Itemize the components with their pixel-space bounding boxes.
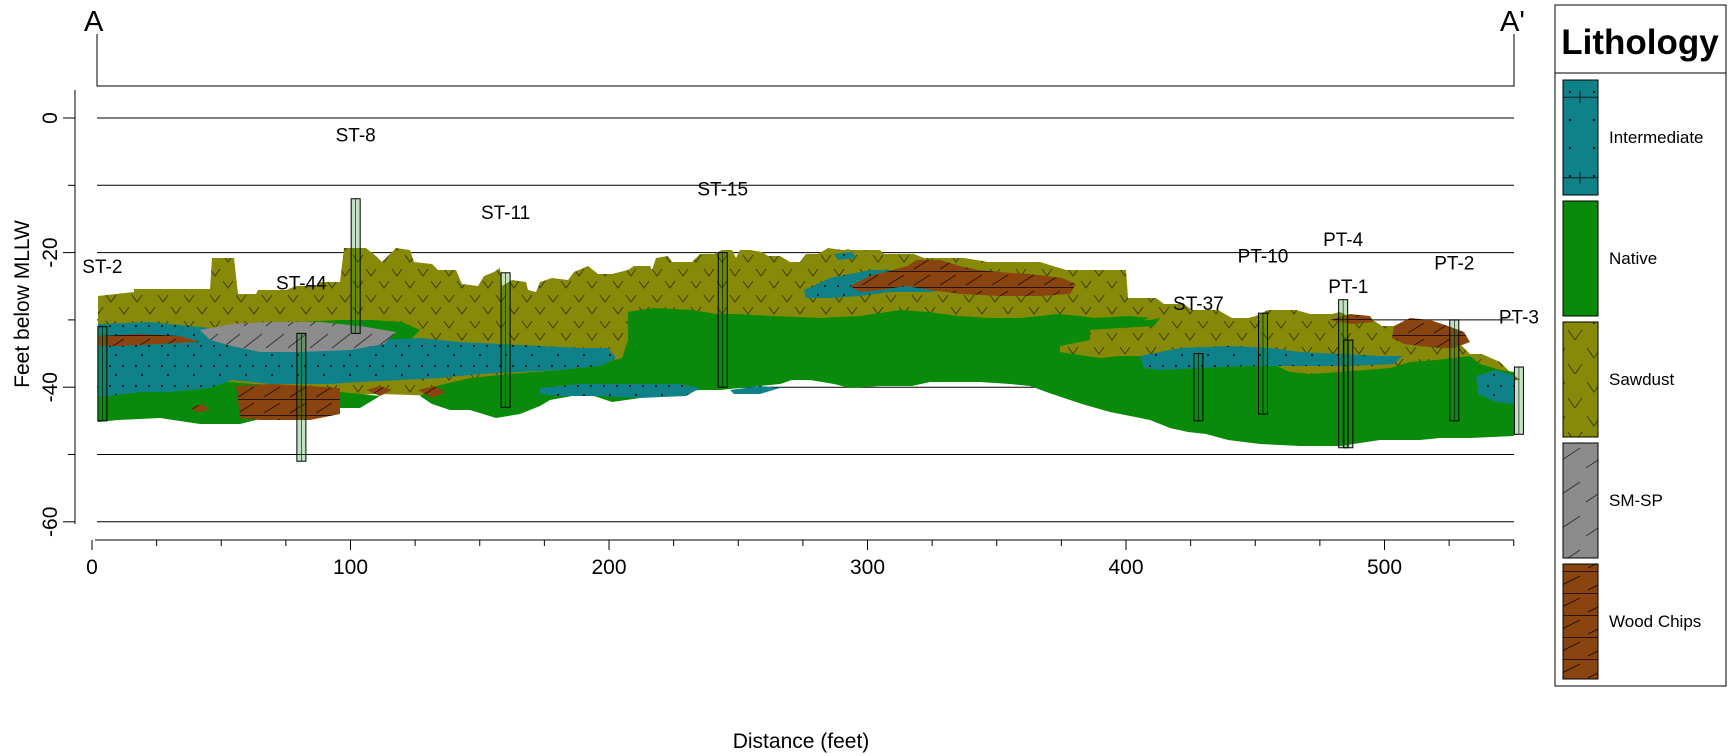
legend-title: Lithology <box>1561 23 1719 62</box>
legend-item-wood-chips: Wood Chips <box>1562 563 1701 680</box>
legend-item-sm-sp: SM-SP <box>1562 442 1663 559</box>
unit-wood-chips <box>236 384 340 420</box>
y-tick-label: 0 <box>39 112 62 124</box>
unit-wood-chips <box>1330 314 1374 324</box>
boring-label: ST-8 <box>336 126 376 147</box>
legend-label: SM-SP <box>1609 491 1663 510</box>
boring-label: ST-15 <box>697 179 748 200</box>
unit-intermediate-patch <box>730 386 780 394</box>
borings: ST-2 ST-44 ST-8 ST-11 ST-15 ST-37 PT-10 PT-4 PT-… <box>82 126 1539 462</box>
unit-intermediate-patch <box>540 384 700 398</box>
boring-label: PT-1 <box>1328 277 1368 298</box>
boring-label: PT-4 <box>1323 230 1364 251</box>
unit-wood-chips <box>98 334 200 346</box>
boring-label: PT-3 <box>1499 307 1539 328</box>
unit-intermediate-patch <box>1476 370 1514 404</box>
y-ticks: 0 -20 -40 -60 <box>39 112 75 537</box>
lithology-units <box>98 248 1520 446</box>
y-tick-label: -60 <box>39 507 62 537</box>
x-ticks: 0 100 200 300 400 500 <box>86 540 1515 579</box>
boring-label: PT-10 <box>1238 247 1289 268</box>
legend: Lithology Intermediate Native Sawdust SM-SP… <box>1554 4 1727 687</box>
unit-wood-chips <box>850 260 1076 296</box>
boring-label: ST-37 <box>1173 294 1224 315</box>
boring-st-8: ST-8 <box>336 126 376 334</box>
x-axis-title: Distance (feet) <box>733 730 870 753</box>
boring-pt-3: PT-3 <box>1499 307 1539 435</box>
y-axis-title: Feet below MLLW <box>11 220 34 388</box>
legend-swatch <box>1562 563 1599 680</box>
x-tick-label: 500 <box>1367 556 1402 579</box>
unit-intermediate-patch <box>1140 346 1402 370</box>
legend-label: Intermediate <box>1609 128 1704 147</box>
boring-pt-1: PT-1 <box>1328 277 1368 449</box>
legend-swatch <box>1562 442 1599 559</box>
section-bracket: A A' <box>84 6 1525 87</box>
unit-wood-chips <box>190 404 210 412</box>
boring-pt-4: PT-4 <box>1323 230 1364 449</box>
x-tick-label: 0 <box>86 556 98 579</box>
legend-label: Wood Chips <box>1609 612 1701 631</box>
boring-pt-10: PT-10 <box>1238 247 1289 415</box>
x-tick-label: 100 <box>333 556 368 579</box>
boring-st-11: ST-11 <box>481 203 530 408</box>
boring-st-15: ST-15 <box>697 179 748 388</box>
unit-native-main <box>420 308 1514 446</box>
boring-st-44: ST-44 <box>276 274 327 462</box>
unit-intermediate-patch <box>834 252 856 260</box>
boring-label: ST-44 <box>276 274 327 295</box>
boring-st-2: ST-2 <box>82 257 122 422</box>
boring-st-37: ST-37 <box>1173 294 1224 422</box>
unit-wood-chips <box>418 386 446 398</box>
section-start-label: A <box>84 6 104 38</box>
boring-pt-2: PT-2 <box>1434 253 1474 422</box>
unit-sm-sp <box>200 322 396 352</box>
legend-label: Native <box>1609 249 1657 268</box>
unit-wood-chips <box>1392 318 1470 348</box>
x-tick-label: 200 <box>591 556 626 579</box>
x-tick-label: 400 <box>1108 556 1143 579</box>
legend-swatch <box>1562 321 1599 438</box>
legend-item-sawdust: Sawdust <box>1562 321 1674 438</box>
unit-wood-chips <box>366 386 392 396</box>
unit-native-patch <box>1092 316 1150 324</box>
axes: 0 100 200 300 400 500 0 -20 -40 -60 Distance (fe… <box>11 90 1515 753</box>
y-tick-label: -40 <box>39 372 62 402</box>
legend-item-native: Native <box>1562 200 1657 317</box>
legend-items: Intermediate Native Sawdust SM-SP Wood Chips <box>1562 79 1704 680</box>
legend-item-intermediate: Intermediate <box>1562 79 1704 196</box>
legend-swatch <box>1562 200 1599 317</box>
boring-label: ST-2 <box>82 257 122 278</box>
x-tick-label: 300 <box>850 556 885 579</box>
boring-label: ST-11 <box>481 203 530 224</box>
section-end-label: A' <box>1500 6 1525 38</box>
legend-label: Sawdust <box>1609 370 1674 389</box>
boring-label: PT-2 <box>1434 253 1474 274</box>
y-tick-label: -20 <box>39 237 62 267</box>
